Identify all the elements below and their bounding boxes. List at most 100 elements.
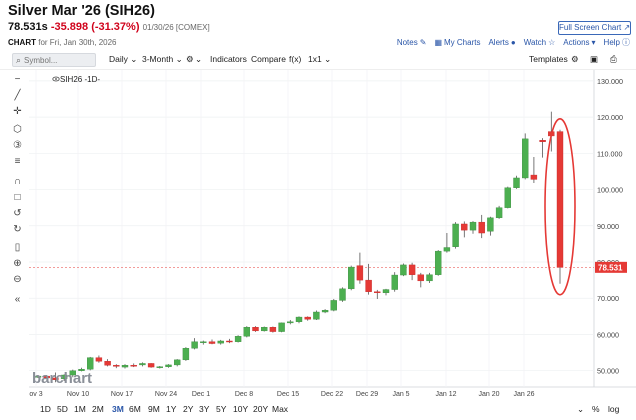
templates-button[interactable]: Templates	[529, 54, 568, 64]
candle-body	[182, 348, 190, 361]
my-charts-link[interactable]: ▦ My Charts	[434, 37, 480, 48]
layout-label: 1x1	[308, 54, 322, 64]
x-tick-label: Dec 8	[235, 391, 253, 398]
notes-label: Notes	[396, 38, 418, 47]
period-1d-button[interactable]: 1D	[40, 404, 51, 414]
candle-body	[243, 327, 251, 337]
indicators-button[interactable]: Indicators	[210, 54, 247, 64]
candle-body	[60, 374, 68, 379]
candle	[400, 263, 407, 277]
candle	[182, 347, 190, 361]
candle	[113, 364, 120, 369]
candle	[348, 265, 355, 291]
candle-body	[86, 357, 94, 370]
redo-icon[interactable]: ↻	[13, 224, 22, 235]
period-max-button[interactable]: Max	[272, 404, 289, 414]
magnet-icon[interactable]: ∩	[13, 176, 22, 187]
watch-link[interactable]: Watch ☆	[524, 37, 556, 48]
period-3m-button[interactable]: 3M	[112, 404, 124, 414]
candle-body	[522, 138, 529, 179]
undo-icon[interactable]: ↺	[13, 208, 22, 219]
candle-body	[426, 274, 433, 282]
candle-body	[556, 131, 564, 268]
actions-menu[interactable]: Actions ▾	[563, 37, 595, 48]
period-5d-button[interactable]: 5D	[57, 404, 68, 414]
candle	[139, 362, 146, 367]
range-select[interactable]: 3-Month ⌄	[142, 54, 183, 65]
candle	[382, 288, 390, 296]
candle	[287, 319, 294, 325]
fx-button[interactable]: f(x)	[289, 54, 302, 64]
help-link[interactable]: Help ⓘ	[604, 37, 630, 48]
alerts-link[interactable]: Alerts ●	[488, 37, 515, 48]
chevron-down-icon: ▾	[591, 38, 596, 47]
log-toggle[interactable]: log	[608, 404, 620, 414]
notes-link[interactable]: Notes ✎	[397, 37, 427, 48]
chevron-down-icon: ⌄	[130, 54, 138, 64]
period-6m-button[interactable]: 6M	[129, 404, 141, 414]
x-tick-label: Dec 1	[192, 391, 210, 398]
y-axis: 50.00060.00070.00080.00090.000100.000110…	[597, 77, 623, 376]
candle	[34, 375, 42, 378]
symbol-search[interactable]: ⌕	[12, 53, 96, 67]
crosshair-icon[interactable]: −	[14, 74, 21, 85]
y-tick-label: 60.000	[597, 330, 619, 339]
candle-body	[417, 274, 424, 282]
settings-chevron-icon[interactable]: ⌄	[195, 54, 203, 64]
zoom-out-icon[interactable]: ⊖	[13, 274, 22, 285]
lock-icon[interactable]: □	[14, 192, 21, 203]
full-screen-chart-button[interactable]: Full Screen Chart ↗	[558, 21, 631, 35]
candle	[208, 339, 216, 345]
actions-label: Actions	[563, 38, 590, 47]
eye-icon[interactable]	[52, 76, 60, 82]
collapse-icon[interactable]: «	[14, 294, 21, 305]
trend-line-icon[interactable]: ╱	[14, 90, 21, 101]
period-1y-button[interactable]: 1Y	[166, 404, 177, 414]
price-change: -35.898 (-31.37%)	[50, 21, 140, 33]
print-icon[interactable]: ⎙	[610, 54, 617, 64]
period-5y-button[interactable]: 5Y	[216, 404, 227, 414]
chart-icon: ▦	[434, 38, 442, 47]
watermark: barchart	[32, 370, 92, 387]
symbol-input[interactable]	[24, 55, 91, 65]
period-2y-button[interactable]: 2Y	[183, 404, 194, 414]
chart-toolbar: ⌕ Daily ⌄ 3-Month ⌄ ⚙ ⌄ Indicators Compa…	[0, 50, 636, 70]
period-3y-button[interactable]: 3Y	[199, 404, 210, 414]
period-10y-button[interactable]: 10Y	[233, 404, 249, 414]
compare-button[interactable]: Compare	[251, 54, 286, 64]
highlight-ellipse	[544, 117, 576, 296]
period-20y-button[interactable]: 20Y	[253, 404, 269, 414]
layout-select[interactable]: 1x1 ⌄	[308, 54, 331, 65]
camera-icon[interactable]: ▣	[590, 54, 599, 64]
chevron-down-icon[interactable]: ⌄	[577, 404, 585, 414]
candle	[278, 322, 285, 333]
measure-icon[interactable]: ≡	[14, 156, 21, 167]
candle	[374, 289, 381, 299]
candle-body	[443, 247, 451, 252]
zoom-in-icon[interactable]: ⊕	[13, 258, 22, 269]
candle-body	[495, 207, 503, 219]
shapes-icon[interactable]: ⬡	[13, 124, 22, 135]
interval-select[interactable]: Daily ⌄	[109, 54, 137, 65]
candle-body	[113, 365, 120, 367]
fibonacci-icon[interactable]: ③	[13, 140, 22, 151]
gear-icon[interactable]: ⚙	[571, 54, 579, 64]
settings-icon[interactable]: ⚙	[186, 54, 194, 64]
period-1m-button[interactable]: 1M	[74, 404, 86, 414]
candle	[165, 364, 172, 368]
move-icon[interactable]: ✛	[13, 106, 22, 117]
period-2m-button[interactable]: 2M	[92, 404, 104, 414]
candle-body	[435, 250, 442, 275]
candles	[34, 111, 564, 383]
candle	[478, 214, 485, 239]
x-tick-label: Jan 26	[513, 391, 534, 398]
trash-icon[interactable]: ▯	[14, 242, 21, 253]
candle-body	[348, 266, 355, 290]
percent-toggle[interactable]: %	[592, 404, 600, 414]
period-9m-button[interactable]: 9M	[148, 404, 160, 414]
candle	[539, 138, 546, 158]
candle	[330, 298, 337, 312]
last-price-tag: 78.531	[595, 261, 627, 273]
chart-label: CHART	[8, 38, 36, 47]
